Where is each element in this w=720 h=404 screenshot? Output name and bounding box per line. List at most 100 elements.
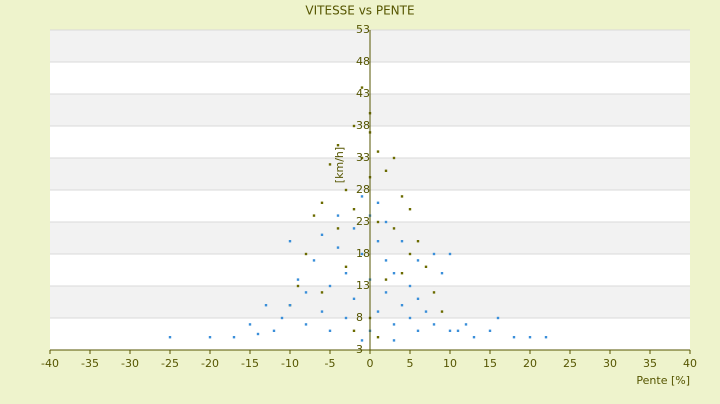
point xyxy=(392,339,396,342)
chart-title: VITESSE vs PENTE xyxy=(305,4,414,18)
point xyxy=(168,336,172,339)
point xyxy=(312,214,316,217)
point xyxy=(320,233,324,236)
x-tick-label: -35 xyxy=(81,357,99,370)
point xyxy=(208,336,212,339)
point xyxy=(408,284,412,288)
x-tick-label: -10 xyxy=(281,357,299,370)
point xyxy=(344,265,348,268)
point xyxy=(432,252,436,256)
point xyxy=(440,272,444,275)
point xyxy=(352,124,356,128)
point xyxy=(376,201,380,204)
x-tick-label: 0 xyxy=(367,357,374,370)
x-tick-label: -5 xyxy=(325,357,336,370)
x-tick-label: -30 xyxy=(121,357,139,370)
point xyxy=(360,156,364,160)
point xyxy=(296,284,300,288)
point xyxy=(320,310,324,313)
point xyxy=(344,188,348,192)
point xyxy=(304,323,308,326)
point xyxy=(376,240,380,243)
point xyxy=(296,278,300,281)
y-tick-label: 48 xyxy=(356,55,370,68)
point xyxy=(400,240,404,243)
point xyxy=(496,316,500,320)
point xyxy=(320,201,324,204)
point xyxy=(336,227,340,230)
y-tick-label: 8 xyxy=(356,311,363,324)
point xyxy=(384,169,388,172)
point xyxy=(264,304,268,307)
y-tick-label: 18 xyxy=(356,247,370,260)
point xyxy=(328,284,332,288)
point xyxy=(392,323,396,326)
x-tick-label: 25 xyxy=(563,357,577,370)
x-tick-label: -15 xyxy=(241,357,259,370)
point xyxy=(352,297,356,300)
x-tick-label: 20 xyxy=(523,357,537,370)
x-tick-label: 10 xyxy=(443,357,457,370)
y-tick-label: 38 xyxy=(356,119,370,132)
point xyxy=(376,310,380,313)
x-tick-label: 15 xyxy=(483,357,497,370)
x-tick-label: 5 xyxy=(407,357,414,370)
point xyxy=(360,252,364,256)
point xyxy=(256,332,260,336)
point xyxy=(384,220,388,224)
point xyxy=(424,265,428,268)
y-tick-label: 23 xyxy=(356,215,370,228)
point xyxy=(304,252,308,256)
point xyxy=(352,227,356,230)
point xyxy=(392,227,396,230)
point xyxy=(408,208,412,211)
point xyxy=(384,278,388,281)
y-tick-label: 28 xyxy=(356,183,370,196)
point xyxy=(408,316,412,320)
point xyxy=(448,329,452,332)
point xyxy=(400,195,404,198)
x-tick-label: -25 xyxy=(161,357,179,370)
point xyxy=(432,291,436,294)
point xyxy=(376,336,380,339)
point xyxy=(456,329,460,332)
point xyxy=(320,291,324,294)
y-axis-label: [km/h] xyxy=(333,147,346,183)
y-tick-label: 43 xyxy=(356,87,370,100)
point xyxy=(344,316,348,320)
y-tick-label: 53 xyxy=(356,23,370,36)
x-tick-label: 35 xyxy=(643,357,657,370)
point xyxy=(288,240,292,243)
point xyxy=(408,252,412,256)
point xyxy=(328,329,332,332)
point xyxy=(272,329,276,332)
point xyxy=(544,336,548,339)
point xyxy=(392,272,396,275)
point xyxy=(424,310,428,313)
point xyxy=(448,252,452,256)
point xyxy=(400,272,404,275)
point xyxy=(312,259,316,262)
x-tick-label: 30 xyxy=(603,357,617,370)
point xyxy=(472,336,476,339)
point xyxy=(376,150,380,153)
point xyxy=(528,336,532,339)
point xyxy=(328,163,332,166)
point xyxy=(392,156,396,160)
point xyxy=(440,310,444,313)
point xyxy=(232,336,236,339)
point xyxy=(376,220,380,224)
point xyxy=(288,304,292,307)
point xyxy=(416,329,420,332)
point xyxy=(360,86,364,89)
y-tick-label: 13 xyxy=(356,279,370,292)
point xyxy=(352,208,356,211)
x-tick-label: -40 xyxy=(41,357,59,370)
point xyxy=(416,240,420,243)
point xyxy=(384,259,388,262)
point xyxy=(384,291,388,294)
point xyxy=(336,214,340,217)
point xyxy=(360,339,364,342)
point xyxy=(432,323,436,326)
